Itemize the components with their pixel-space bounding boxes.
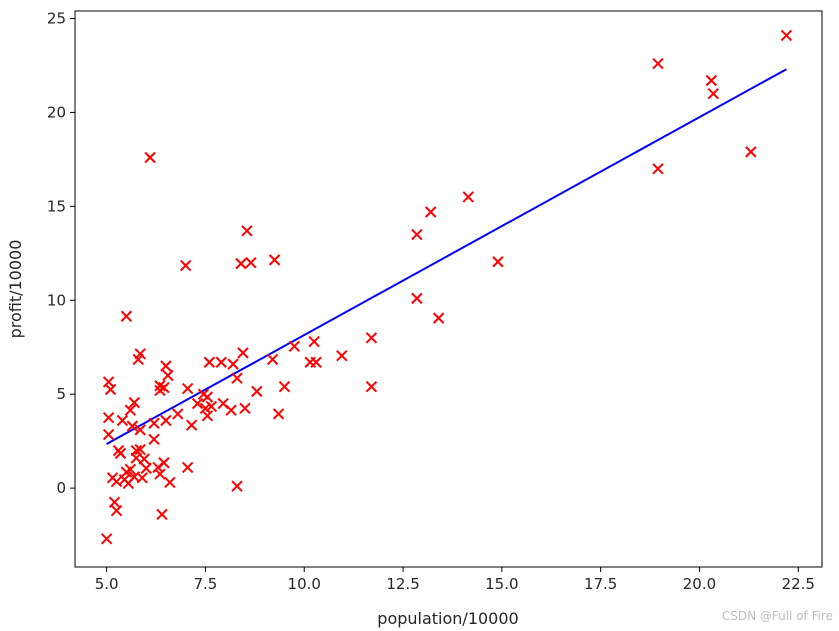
data-point	[215, 356, 227, 368]
data-point	[237, 347, 249, 359]
data-point	[134, 443, 146, 456]
data-point	[239, 402, 251, 414]
y-tick-label: 15	[47, 197, 66, 215]
data-point	[134, 424, 146, 436]
data-point	[148, 433, 160, 445]
data-point	[411, 228, 423, 241]
data-point	[462, 191, 474, 203]
data-point	[172, 408, 184, 420]
data-point	[154, 468, 166, 480]
plot-marks	[100, 29, 793, 545]
data-point	[707, 87, 720, 100]
data-point	[132, 353, 144, 366]
data-point	[432, 312, 445, 324]
data-point	[201, 410, 214, 422]
data-point	[126, 420, 139, 432]
y-axis: 0 5 10 15 20 25	[47, 10, 75, 497]
data-point	[102, 428, 115, 441]
x-tick-label: 20.0	[683, 575, 716, 593]
data-point	[160, 414, 172, 427]
x-axis: 5.0 7.5 10.0 12.5 15.0 17.5 20.0 22.5	[95, 567, 815, 593]
data-point	[124, 404, 137, 416]
x-tick-label: 7.5	[193, 575, 217, 593]
data-point	[138, 453, 150, 465]
y-tick-label: 5	[56, 385, 66, 403]
y-tick-label: 0	[56, 479, 66, 497]
data-point	[308, 335, 320, 348]
data-point	[156, 508, 168, 521]
data-point	[102, 376, 115, 388]
data-point	[181, 461, 194, 474]
data-point	[278, 380, 291, 393]
data-point	[745, 146, 757, 158]
data-point	[203, 356, 216, 368]
watermark: CSDN @Full of Fire	[721, 609, 833, 623]
data-point	[201, 391, 214, 403]
x-tick-label: 12.5	[386, 575, 419, 593]
data-point	[100, 533, 113, 545]
data-point	[652, 57, 664, 70]
data-point	[425, 206, 437, 218]
data-point	[179, 259, 192, 272]
data-point	[225, 404, 237, 416]
data-point	[154, 384, 166, 397]
data-point	[411, 292, 423, 305]
data-point	[162, 369, 174, 382]
data-point	[160, 360, 172, 372]
data-point	[780, 29, 793, 42]
y-axis-label: profit/10000	[6, 240, 25, 339]
y-tick-label: 25	[47, 10, 66, 28]
data-point	[122, 477, 135, 490]
data-point	[235, 257, 247, 270]
data-point	[110, 504, 123, 517]
data-point	[365, 332, 378, 344]
data-point	[136, 472, 148, 484]
x-tick-label: 22.5	[782, 575, 815, 593]
data-point	[231, 372, 243, 384]
y-tick-label: 20	[47, 103, 66, 121]
data-point	[140, 462, 152, 475]
data-point	[365, 380, 378, 393]
x-axis-label: population/10000	[377, 609, 518, 628]
data-point	[241, 225, 253, 237]
data-point	[108, 496, 121, 508]
data-point	[120, 310, 133, 322]
data-point	[227, 358, 239, 370]
data-point	[245, 256, 257, 269]
y-tick-label: 10	[47, 291, 66, 309]
data-point	[102, 411, 115, 424]
data-point	[310, 356, 322, 368]
data-point	[128, 396, 140, 409]
data-point	[272, 408, 285, 420]
data-point	[116, 414, 129, 427]
data-point	[152, 461, 164, 474]
data-point	[124, 463, 137, 476]
data-point	[231, 480, 243, 492]
data-point	[185, 419, 198, 431]
data-point	[181, 382, 194, 395]
data-point	[492, 256, 504, 268]
data-point	[288, 340, 301, 352]
plot-frame	[74, 10, 823, 568]
x-tick-label: 5.0	[95, 575, 119, 593]
data-point	[106, 472, 119, 484]
data-point	[336, 349, 348, 362]
regression-line	[106, 68, 787, 445]
data-point	[268, 254, 281, 266]
data-point	[266, 353, 279, 366]
data-point	[164, 476, 176, 489]
data-point	[191, 397, 204, 410]
data-point	[705, 74, 718, 87]
data-point	[251, 385, 263, 398]
data-point	[114, 447, 127, 460]
data-point	[148, 417, 160, 430]
data-point	[652, 163, 664, 175]
x-tick-label: 10.0	[288, 575, 321, 593]
x-tick-label: 17.5	[584, 575, 617, 593]
data-point	[144, 151, 156, 164]
data-point	[104, 383, 117, 396]
x-tick-label: 15.0	[485, 575, 518, 593]
